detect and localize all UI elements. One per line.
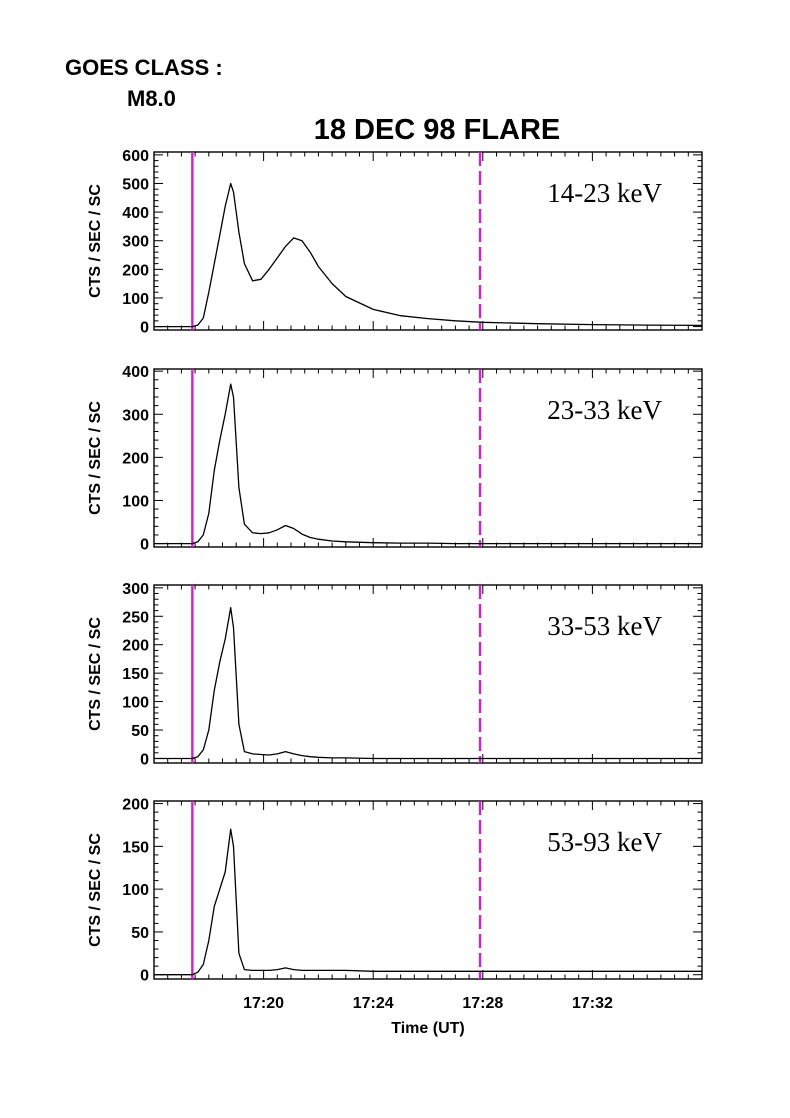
- y-tick-label: 500: [122, 176, 149, 193]
- y-tick-label: 0: [140, 537, 149, 554]
- goes-class-value: M8.0: [127, 86, 176, 111]
- chart-title: 18 DEC 98 FLARE: [314, 114, 561, 146]
- x-tick-label: 17:28: [462, 995, 503, 1012]
- energy-band-label: 53-93 keV: [547, 827, 662, 857]
- y-tick-label: 200: [122, 638, 149, 655]
- y-tick-label: 200: [122, 262, 149, 279]
- y-tick-label: 50: [131, 723, 149, 740]
- energy-band-label: 23-33 keV: [547, 395, 662, 425]
- panel-4: 0 50 100 150 200 CTS / SEC / SC 53-93 keV 17:20…: [87, 797, 703, 1012]
- y-tick-label: 0: [140, 968, 149, 985]
- y-tick-label: 100: [122, 695, 149, 712]
- y-axis-title: CTS / SEC / SC: [87, 401, 104, 515]
- y-tick-label: 200: [122, 450, 149, 467]
- x-tick-label: 17:32: [572, 995, 613, 1012]
- y-tick-label: 400: [122, 364, 149, 381]
- series-line: [154, 182, 703, 328]
- energy-band-label: 14-23 keV: [547, 178, 662, 208]
- y-axis-title: CTS / SEC / SC: [87, 184, 104, 298]
- goes-class-label: GOES CLASS :: [65, 55, 223, 80]
- x-tick-label: 17:20: [243, 995, 284, 1012]
- x-tick-label: 17:24: [353, 995, 394, 1012]
- series-line: [154, 383, 702, 545]
- y-tick-label: 300: [122, 407, 149, 424]
- y-tick-label: 400: [122, 205, 149, 222]
- panel-2: 0 100 200 300 400 CTS / SEC / SC 23-33 keV: [87, 364, 703, 554]
- y-tick-label: 150: [122, 666, 149, 683]
- y-axis-title: CTS / SEC / SC: [87, 617, 104, 731]
- series-line: [154, 828, 702, 976]
- y-tick-label: 600: [122, 148, 149, 165]
- panel-3: 0 50 100 150 200 250 300 CTS / SEC / SC 33-53 ke…: [87, 581, 703, 768]
- y-tick-label: 250: [122, 609, 149, 626]
- y-tick-label: 150: [122, 839, 149, 856]
- y-tick-label: 300: [122, 581, 149, 598]
- y-tick-label: 100: [122, 882, 149, 899]
- y-tick-label: 100: [122, 291, 149, 308]
- y-axis-title: CTS / SEC / SC: [87, 833, 104, 947]
- y-tick-label: 200: [122, 797, 149, 814]
- series-line: [154, 607, 702, 760]
- y-tick-label: 50: [131, 925, 149, 942]
- y-tick-label: 0: [140, 320, 149, 337]
- y-tick-label: 100: [122, 493, 149, 510]
- energy-band-label: 33-53 keV: [547, 611, 662, 641]
- x-axis-title: Time (UT): [391, 1020, 464, 1037]
- panel-1: 0 100 200 300 400 500 600 CTS / SEC / SC 14-23 k…: [87, 148, 703, 337]
- y-tick-label: 0: [140, 751, 149, 768]
- y-tick-label: 300: [122, 234, 149, 251]
